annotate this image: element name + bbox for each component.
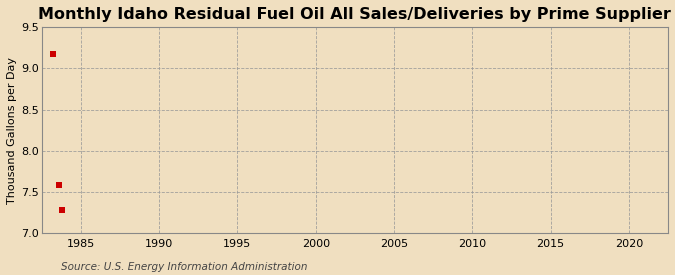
Y-axis label: Thousand Gallons per Day: Thousand Gallons per Day	[7, 57, 17, 204]
Point	[53, 183, 64, 188]
Text: Source: U.S. Energy Information Administration: Source: U.S. Energy Information Administ…	[61, 262, 307, 272]
Point	[47, 51, 58, 56]
Title: Monthly Idaho Residual Fuel Oil All Sales/Deliveries by Prime Supplier: Monthly Idaho Residual Fuel Oil All Sale…	[38, 7, 671, 22]
Point	[57, 208, 68, 212]
